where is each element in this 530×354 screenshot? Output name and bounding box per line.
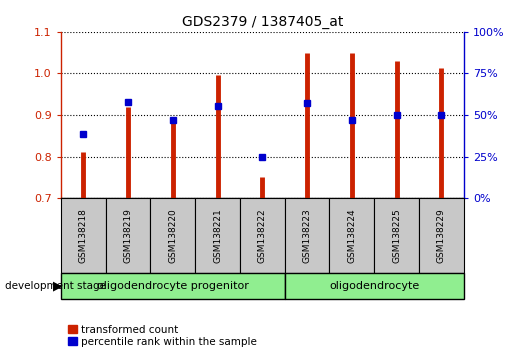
Bar bbox=[105, 198, 151, 273]
Text: GSM138222: GSM138222 bbox=[258, 208, 267, 263]
Text: ▶: ▶ bbox=[53, 279, 63, 292]
Text: oligodendrocyte: oligodendrocyte bbox=[329, 281, 419, 291]
Text: GSM138218: GSM138218 bbox=[79, 208, 88, 263]
Bar bbox=[195, 198, 240, 273]
Legend: transformed count, percentile rank within the sample: transformed count, percentile rank withi… bbox=[66, 322, 259, 349]
Text: GSM138225: GSM138225 bbox=[392, 208, 401, 263]
Text: GSM138220: GSM138220 bbox=[169, 208, 178, 263]
Bar bbox=[61, 198, 105, 273]
Bar bbox=[151, 198, 195, 273]
Title: GDS2379 / 1387405_at: GDS2379 / 1387405_at bbox=[182, 16, 343, 29]
Bar bbox=[330, 198, 374, 273]
Text: GSM138219: GSM138219 bbox=[123, 208, 132, 263]
Bar bbox=[61, 273, 285, 299]
Text: GSM138224: GSM138224 bbox=[347, 208, 356, 263]
Bar bbox=[419, 198, 464, 273]
Bar bbox=[285, 198, 330, 273]
Bar bbox=[374, 198, 419, 273]
Bar bbox=[285, 273, 464, 299]
Text: GSM138229: GSM138229 bbox=[437, 208, 446, 263]
Bar bbox=[240, 198, 285, 273]
Text: GSM138221: GSM138221 bbox=[213, 208, 222, 263]
Text: development stage: development stage bbox=[5, 281, 107, 291]
Text: GSM138223: GSM138223 bbox=[303, 208, 312, 263]
Text: oligodendrocyte progenitor: oligodendrocyte progenitor bbox=[97, 281, 249, 291]
